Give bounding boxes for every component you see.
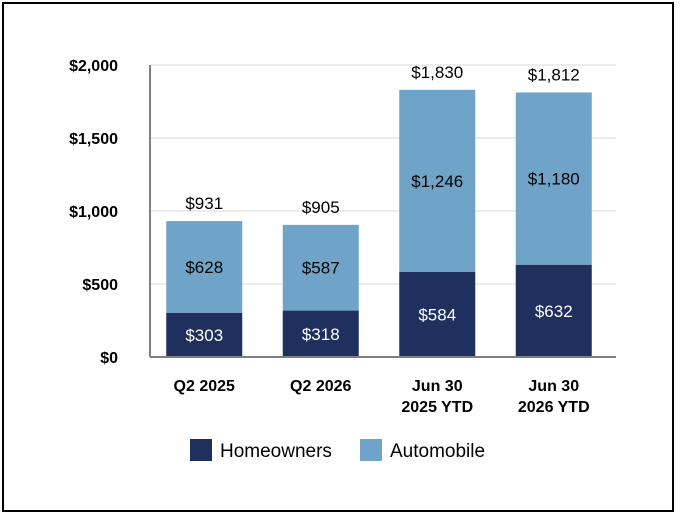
x-category-label: Q2 2026 (290, 378, 351, 395)
total-label: $931 (185, 194, 223, 213)
legend-swatch (360, 439, 382, 461)
legend: Homeowners Automobile (190, 439, 485, 462)
segment-label: $632 (535, 302, 573, 321)
segment-label: $628 (185, 258, 223, 277)
bar-automobile (515, 92, 592, 265)
x-axis-categories: Q2 2025 Q2 2026 Jun 30 2025 YTD Jun 30 2026 Y… (174, 378, 590, 416)
bar-homeowners (166, 312, 243, 357)
segment-label: $1,180 (528, 170, 580, 189)
bar-homeowners (282, 310, 359, 357)
y-tick-label: $0 (100, 350, 118, 367)
x-category-label: 2025 YTD (401, 399, 473, 416)
bar-homeowners (399, 271, 476, 357)
bar-automobile (399, 89, 476, 272)
bar-automobile (282, 224, 359, 311)
y-axis-ticks: $0 $500 $1,000 $1,500 $2,000 (69, 58, 118, 367)
total-label: $1,812 (528, 65, 580, 84)
x-category-label: 2026 YTD (518, 399, 590, 416)
y-tick-label: $1,000 (69, 204, 118, 221)
bar-automobile (166, 221, 243, 313)
segment-label: $1,246 (411, 172, 463, 191)
x-category-label: Q2 2025 (174, 378, 235, 395)
x-category-label: Jun 30 (412, 378, 463, 395)
segment-label: $584 (418, 305, 456, 324)
data-labels: $303 $628 $931 $318 $587 $905 $584 $1,246 $1,830… (185, 63, 579, 345)
segment-label: $587 (302, 259, 340, 278)
legend-swatch (190, 439, 212, 461)
segment-label: $318 (302, 325, 340, 344)
legend-label: Homeowners (220, 441, 332, 462)
y-tick-label: $1,500 (69, 131, 118, 148)
total-label: $1,830 (411, 63, 463, 82)
segment-label: $303 (185, 326, 223, 345)
x-category-label: Jun 30 (528, 378, 579, 395)
legend-label: Automobile (390, 441, 485, 462)
bars (166, 89, 592, 357)
bar-homeowners (515, 264, 592, 357)
y-tick-label: $500 (82, 277, 118, 294)
y-tick-label: $2,000 (69, 58, 118, 75)
total-label: $905 (302, 198, 340, 217)
